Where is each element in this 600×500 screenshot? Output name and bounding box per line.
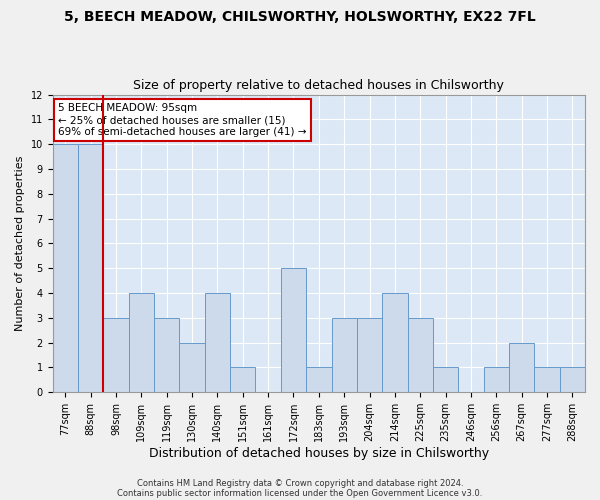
Bar: [560, 368, 585, 392]
Bar: [154, 318, 179, 392]
Bar: [205, 293, 230, 392]
Bar: [281, 268, 306, 392]
Bar: [53, 144, 78, 392]
Text: Contains public sector information licensed under the Open Government Licence v3: Contains public sector information licen…: [118, 488, 482, 498]
Text: Contains HM Land Registry data © Crown copyright and database right 2024.: Contains HM Land Registry data © Crown c…: [137, 478, 463, 488]
Bar: [535, 368, 560, 392]
Y-axis label: Number of detached properties: Number of detached properties: [15, 156, 25, 331]
Bar: [357, 318, 382, 392]
Title: Size of property relative to detached houses in Chilsworthy: Size of property relative to detached ho…: [133, 79, 504, 92]
Bar: [433, 368, 458, 392]
Bar: [407, 318, 433, 392]
Bar: [509, 342, 535, 392]
Bar: [332, 318, 357, 392]
Bar: [129, 293, 154, 392]
Bar: [179, 342, 205, 392]
Bar: [306, 368, 332, 392]
Bar: [103, 318, 129, 392]
Bar: [382, 293, 407, 392]
Bar: [78, 144, 103, 392]
X-axis label: Distribution of detached houses by size in Chilsworthy: Distribution of detached houses by size …: [149, 447, 489, 460]
Text: 5, BEECH MEADOW, CHILSWORTHY, HOLSWORTHY, EX22 7FL: 5, BEECH MEADOW, CHILSWORTHY, HOLSWORTHY…: [64, 10, 536, 24]
Text: 5 BEECH MEADOW: 95sqm
← 25% of detached houses are smaller (15)
69% of semi-deta: 5 BEECH MEADOW: 95sqm ← 25% of detached …: [58, 104, 307, 136]
Bar: [484, 368, 509, 392]
Bar: [230, 368, 256, 392]
